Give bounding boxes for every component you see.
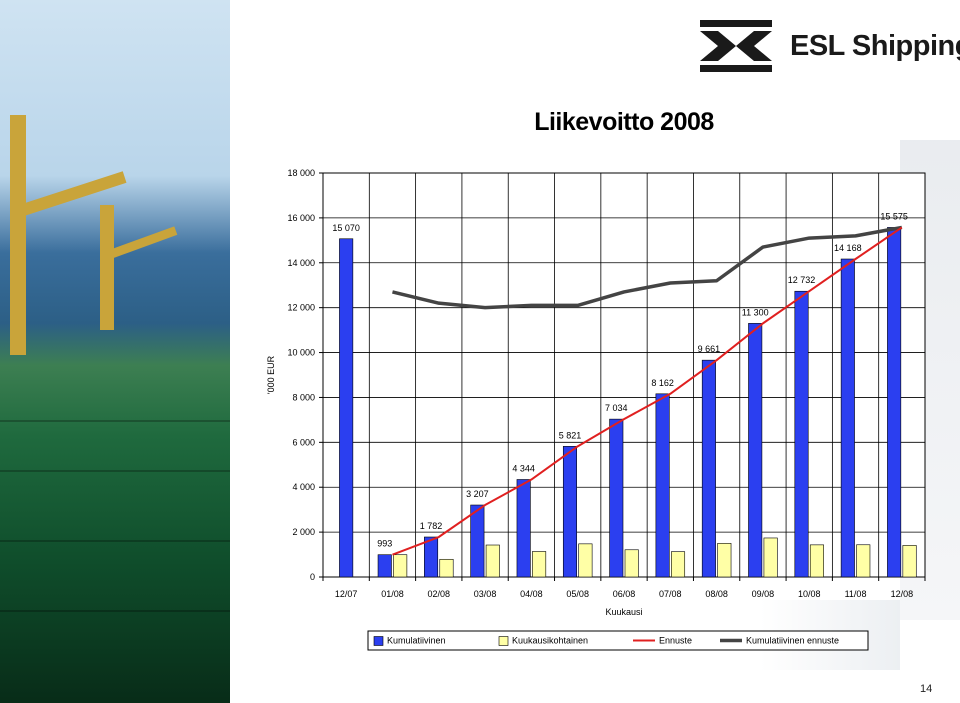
x-tick-label: 12/07 (335, 589, 358, 599)
x-axis-label: Kuukausi (605, 607, 642, 617)
data-label: 993 (377, 539, 392, 549)
deck-decor (0, 420, 230, 422)
bar-kumulatiivinen (562, 446, 577, 578)
bar-kuukausikohtainen (624, 549, 639, 578)
bar-kumulatiivinen (794, 290, 809, 578)
data-label: 12 732 (788, 275, 816, 285)
legend-label: Ennuste (659, 636, 692, 646)
legend-label: Kumulatiivinen (387, 636, 446, 646)
x-tick-label: 06/08 (613, 589, 636, 599)
data-label: 1 782 (420, 521, 443, 531)
deck-decor (0, 610, 230, 612)
deck-decor (0, 470, 230, 472)
y-tick-label: 8 000 (292, 392, 315, 402)
bar-kuukausikohtainen (856, 544, 871, 578)
legend-swatch (498, 636, 509, 646)
bar-kumulatiivinen (609, 418, 624, 578)
x-tick-label: 05/08 (566, 589, 589, 599)
y-tick-label: 0 (310, 572, 315, 582)
bar-kuukausikohtainen (439, 558, 454, 578)
y-tick-label: 16 000 (287, 213, 315, 223)
bar-kuukausikohtainen (809, 544, 824, 578)
data-label: 7 034 (605, 403, 628, 413)
bar-kumulatiivinen (701, 359, 716, 578)
x-tick-label: 07/08 (659, 589, 682, 599)
line-kumulatiivinen-ennuste (392, 225, 903, 310)
data-label: 15 070 (332, 223, 360, 233)
data-label: 4 344 (512, 464, 535, 474)
y-tick-label: 18 000 (287, 168, 315, 178)
x-tick-label: 09/08 (752, 589, 775, 599)
bar-kumulatiivinen (470, 504, 485, 578)
bar-kuukausikohtainen (393, 554, 408, 578)
bar-kumulatiivinen (516, 479, 531, 578)
y-tick-label: 2 000 (292, 527, 315, 537)
bar-kumulatiivinen (377, 554, 392, 578)
x-tick-label: 01/08 (381, 589, 404, 599)
y-tick-label: 6 000 (292, 437, 315, 447)
bar-kuukausikohtainen (671, 551, 686, 578)
legend-box (367, 630, 869, 651)
crane-decor (10, 115, 26, 355)
line-ennuste (392, 226, 903, 556)
x-tick-label: 04/08 (520, 589, 543, 599)
x-tick-label: 12/08 (891, 589, 914, 599)
page-number: 14 (920, 683, 933, 695)
y-tick-label: 14 000 (287, 258, 315, 268)
x-tick-label: 08/08 (705, 589, 728, 599)
legend-label: Kumulatiivinen ennuste (746, 636, 839, 646)
bar-kumulatiivinen (655, 393, 670, 578)
bar-kumulatiivinen (339, 238, 354, 578)
y-axis-label: '000 EUR (266, 355, 276, 394)
plot-area (322, 172, 926, 578)
data-label: 11 300 (742, 307, 769, 317)
data-label: 15 575 (880, 211, 908, 221)
brand-name: ESL Shipping (790, 30, 960, 62)
bar-kuukausikohtainen (902, 545, 917, 578)
bar-kumulatiivinen (840, 258, 855, 578)
y-tick-label: 10 000 (287, 348, 315, 358)
y-tick-label: 12 000 (287, 303, 315, 313)
data-label: 3 207 (466, 489, 489, 499)
bar-kuukausikohtainen (717, 543, 732, 578)
y-tick-label: 4 000 (292, 482, 315, 492)
data-label: 8 162 (651, 378, 674, 388)
bar-kuukausikohtainen (532, 551, 547, 578)
chart-title: Liikevoitto 2008 (534, 108, 714, 136)
deck-decor (0, 540, 230, 542)
bar-kumulatiivinen (424, 536, 439, 578)
x-tick-label: 02/08 (428, 589, 451, 599)
x-tick-label: 03/08 (474, 589, 497, 599)
bar-kuukausikohtainen (578, 543, 593, 578)
bar-kumulatiivinen (887, 227, 902, 578)
data-label: 5 821 (559, 430, 582, 440)
legend-swatch (373, 636, 384, 646)
esl-shipping-logo-icon (700, 20, 772, 72)
crane-decor (100, 205, 114, 330)
x-tick-label: 10/08 (798, 589, 821, 599)
bar-kuukausikohtainen (485, 544, 500, 578)
legend-label: Kuukausikohtainen (512, 636, 588, 646)
bar-kuukausikohtainen (763, 537, 778, 578)
x-tick-label: 11/08 (845, 589, 867, 599)
data-label: 14 168 (834, 243, 862, 253)
ship-deck-photo (0, 0, 230, 703)
data-label: 9 661 (698, 344, 721, 354)
bar-kumulatiivinen (748, 323, 763, 578)
